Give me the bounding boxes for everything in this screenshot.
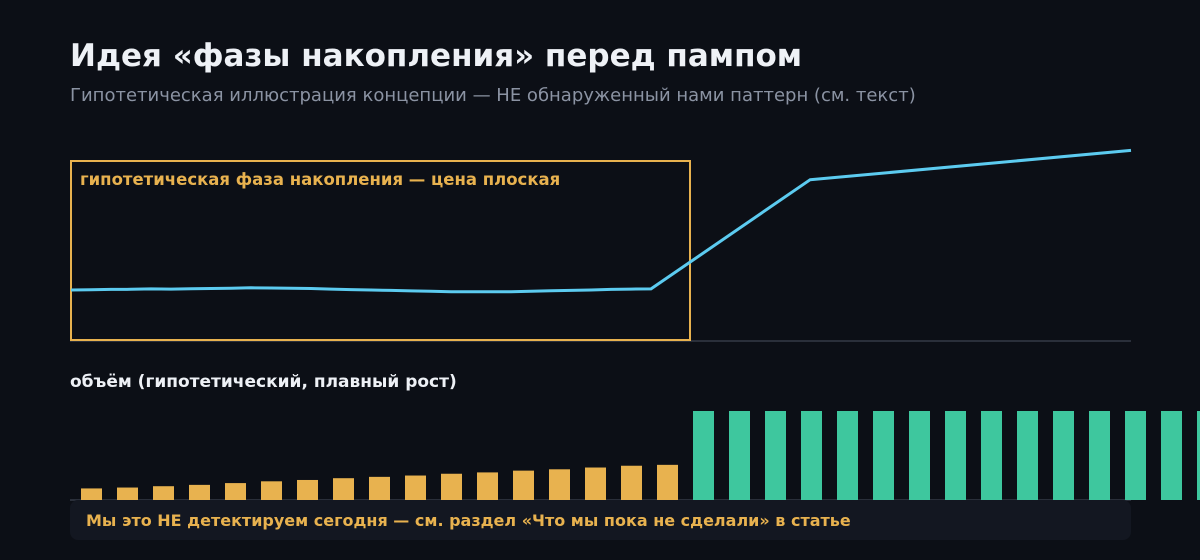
pump-volume-bar [1053, 411, 1074, 500]
price-series [70, 148, 1132, 294]
pump-volume-bar [1089, 411, 1110, 500]
accumulation-volume-bar [405, 475, 426, 500]
pump-volume-bar [801, 411, 822, 500]
pump-volume-bar [981, 411, 1002, 500]
accumulation-volume-bar [477, 472, 498, 500]
chart-title: Идея «фазы накопления» перед пампом [70, 38, 803, 74]
accumulation-volume-bar [153, 486, 174, 500]
accumulation-volume-bar [621, 465, 642, 500]
accumulation-zone-label: гипотетическая фаза накопления — цена пл… [80, 170, 560, 189]
accumulation-volume-bar [333, 478, 354, 500]
pump-volume-bar [729, 411, 750, 500]
accumulation-zone-box [70, 160, 691, 341]
accumulation-volume-bar [369, 476, 390, 500]
accumulation-volume-bar [225, 483, 246, 500]
accumulation-volume-bar [657, 464, 678, 500]
accumulation-volume-bar [117, 487, 138, 500]
pump-volume-bar [1017, 411, 1038, 500]
pump-volume-bar [1161, 411, 1182, 500]
pump-volume-bar [1197, 411, 1200, 500]
accumulation-volume-bar [297, 479, 318, 500]
disclaimer-note: Мы это НЕ детектируем сегодня — см. разд… [70, 500, 1131, 540]
pump-volume-bar [1125, 411, 1146, 500]
accumulation-volume-bar [549, 469, 570, 500]
accumulation-volume-bar [261, 481, 282, 500]
accumulation-volume-bar [441, 473, 462, 500]
volume-label: объём (гипотетический, плавный рост) [70, 372, 457, 392]
pump-volume-bar [693, 411, 714, 500]
price-line [70, 148, 1132, 294]
pump-volume-bar [837, 411, 858, 500]
pump-volume-bar [909, 411, 930, 500]
accumulation-volume-bar [81, 488, 102, 500]
chart-subtitle: Гипотетическая иллюстрация концепции — Н… [70, 85, 916, 106]
volume-series [81, 411, 1200, 500]
accumulation-volume-bar [513, 470, 534, 500]
pump-volume-bar [765, 411, 786, 500]
accumulation-volume-bar [585, 467, 606, 500]
pump-volume-bar [873, 411, 894, 500]
pump-volume-bar [945, 411, 966, 500]
accumulation-volume-bar [189, 484, 210, 500]
